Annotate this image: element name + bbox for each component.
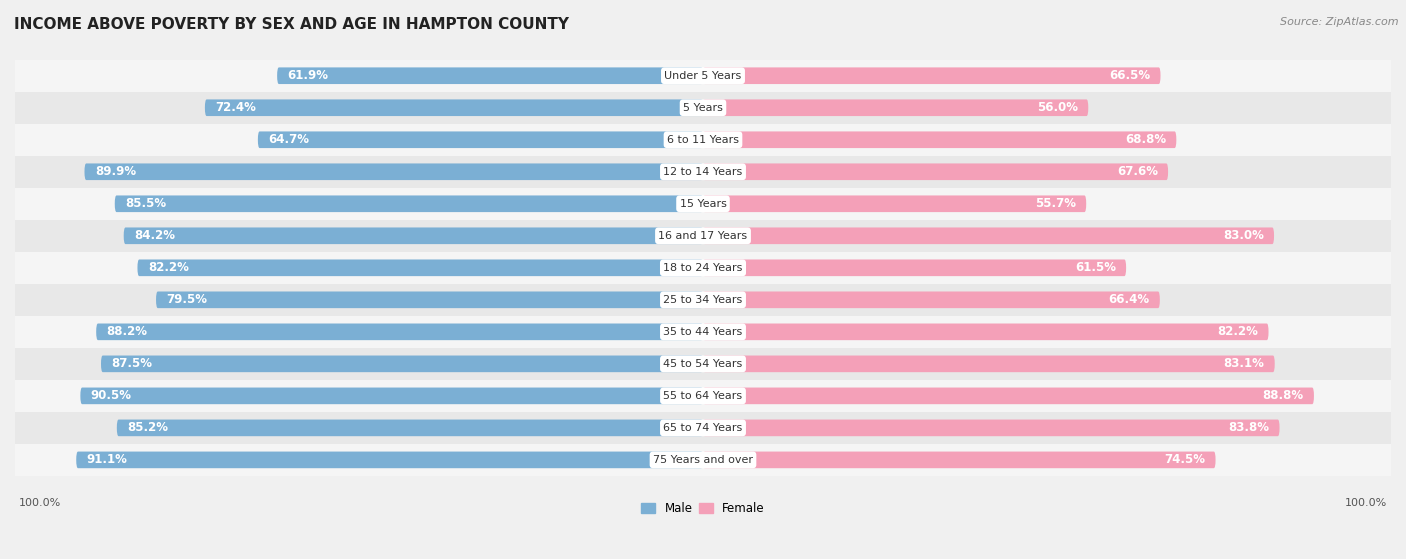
Text: 79.5%: 79.5% bbox=[166, 293, 207, 306]
Bar bbox=[15, 380, 1391, 412]
Text: 85.5%: 85.5% bbox=[125, 197, 166, 210]
FancyBboxPatch shape bbox=[117, 420, 703, 436]
Bar bbox=[15, 412, 1391, 444]
FancyBboxPatch shape bbox=[257, 131, 703, 148]
Text: 82.2%: 82.2% bbox=[148, 261, 188, 274]
Text: 100.0%: 100.0% bbox=[1346, 498, 1388, 508]
Text: 18 to 24 Years: 18 to 24 Years bbox=[664, 263, 742, 273]
Text: 88.8%: 88.8% bbox=[1263, 390, 1303, 402]
Text: 16 and 17 Years: 16 and 17 Years bbox=[658, 231, 748, 241]
Text: 64.7%: 64.7% bbox=[269, 133, 309, 146]
Bar bbox=[15, 444, 1391, 476]
Text: 67.6%: 67.6% bbox=[1116, 165, 1157, 178]
FancyBboxPatch shape bbox=[703, 163, 1168, 180]
Text: 5 Years: 5 Years bbox=[683, 103, 723, 113]
Text: 61.5%: 61.5% bbox=[1074, 261, 1116, 274]
FancyBboxPatch shape bbox=[156, 291, 703, 308]
FancyBboxPatch shape bbox=[703, 196, 1087, 212]
Text: 25 to 34 Years: 25 to 34 Years bbox=[664, 295, 742, 305]
FancyBboxPatch shape bbox=[101, 356, 703, 372]
Text: 65 to 74 Years: 65 to 74 Years bbox=[664, 423, 742, 433]
FancyBboxPatch shape bbox=[703, 228, 1274, 244]
FancyBboxPatch shape bbox=[703, 100, 1088, 116]
Bar bbox=[15, 348, 1391, 380]
Text: 66.5%: 66.5% bbox=[1109, 69, 1150, 82]
FancyBboxPatch shape bbox=[703, 324, 1268, 340]
Text: 83.0%: 83.0% bbox=[1223, 229, 1264, 242]
Bar bbox=[15, 156, 1391, 188]
Text: 12 to 14 Years: 12 to 14 Years bbox=[664, 167, 742, 177]
Text: 84.2%: 84.2% bbox=[134, 229, 174, 242]
Text: 75 Years and over: 75 Years and over bbox=[652, 455, 754, 465]
Text: INCOME ABOVE POVERTY BY SEX AND AGE IN HAMPTON COUNTY: INCOME ABOVE POVERTY BY SEX AND AGE IN H… bbox=[14, 17, 569, 32]
FancyBboxPatch shape bbox=[703, 68, 1160, 84]
Text: 85.2%: 85.2% bbox=[127, 421, 169, 434]
Text: 82.2%: 82.2% bbox=[1218, 325, 1258, 338]
Text: 72.4%: 72.4% bbox=[215, 101, 256, 114]
Text: 68.8%: 68.8% bbox=[1125, 133, 1166, 146]
FancyBboxPatch shape bbox=[76, 452, 703, 468]
FancyBboxPatch shape bbox=[96, 324, 703, 340]
FancyBboxPatch shape bbox=[205, 100, 703, 116]
FancyBboxPatch shape bbox=[703, 387, 1315, 404]
FancyBboxPatch shape bbox=[124, 228, 703, 244]
FancyBboxPatch shape bbox=[703, 452, 1216, 468]
Bar bbox=[15, 60, 1391, 92]
Legend: Male, Female: Male, Female bbox=[637, 498, 769, 520]
Text: 91.1%: 91.1% bbox=[87, 453, 128, 466]
FancyBboxPatch shape bbox=[138, 259, 703, 276]
Text: 88.2%: 88.2% bbox=[107, 325, 148, 338]
FancyBboxPatch shape bbox=[277, 68, 703, 84]
Text: Source: ZipAtlas.com: Source: ZipAtlas.com bbox=[1281, 17, 1399, 27]
FancyBboxPatch shape bbox=[703, 259, 1126, 276]
Text: Under 5 Years: Under 5 Years bbox=[665, 71, 741, 80]
Text: 90.5%: 90.5% bbox=[90, 390, 132, 402]
Text: 55 to 64 Years: 55 to 64 Years bbox=[664, 391, 742, 401]
FancyBboxPatch shape bbox=[703, 291, 1160, 308]
FancyBboxPatch shape bbox=[84, 163, 703, 180]
Text: 87.5%: 87.5% bbox=[111, 357, 152, 371]
Bar bbox=[15, 188, 1391, 220]
FancyBboxPatch shape bbox=[703, 131, 1177, 148]
Text: 83.1%: 83.1% bbox=[1223, 357, 1264, 371]
Text: 56.0%: 56.0% bbox=[1038, 101, 1078, 114]
Bar bbox=[15, 124, 1391, 156]
FancyBboxPatch shape bbox=[115, 196, 703, 212]
Bar bbox=[15, 220, 1391, 252]
Text: 74.5%: 74.5% bbox=[1164, 453, 1205, 466]
FancyBboxPatch shape bbox=[703, 420, 1279, 436]
Text: 45 to 54 Years: 45 to 54 Years bbox=[664, 359, 742, 369]
Text: 6 to 11 Years: 6 to 11 Years bbox=[666, 135, 740, 145]
Text: 55.7%: 55.7% bbox=[1035, 197, 1076, 210]
FancyBboxPatch shape bbox=[80, 387, 703, 404]
Bar bbox=[15, 284, 1391, 316]
Bar bbox=[15, 252, 1391, 284]
Text: 15 Years: 15 Years bbox=[679, 199, 727, 209]
Text: 83.8%: 83.8% bbox=[1229, 421, 1270, 434]
Text: 89.9%: 89.9% bbox=[94, 165, 136, 178]
Bar bbox=[15, 316, 1391, 348]
Text: 61.9%: 61.9% bbox=[287, 69, 329, 82]
FancyBboxPatch shape bbox=[703, 356, 1275, 372]
Bar bbox=[15, 92, 1391, 124]
Text: 100.0%: 100.0% bbox=[18, 498, 60, 508]
Text: 35 to 44 Years: 35 to 44 Years bbox=[664, 327, 742, 337]
Text: 66.4%: 66.4% bbox=[1108, 293, 1150, 306]
